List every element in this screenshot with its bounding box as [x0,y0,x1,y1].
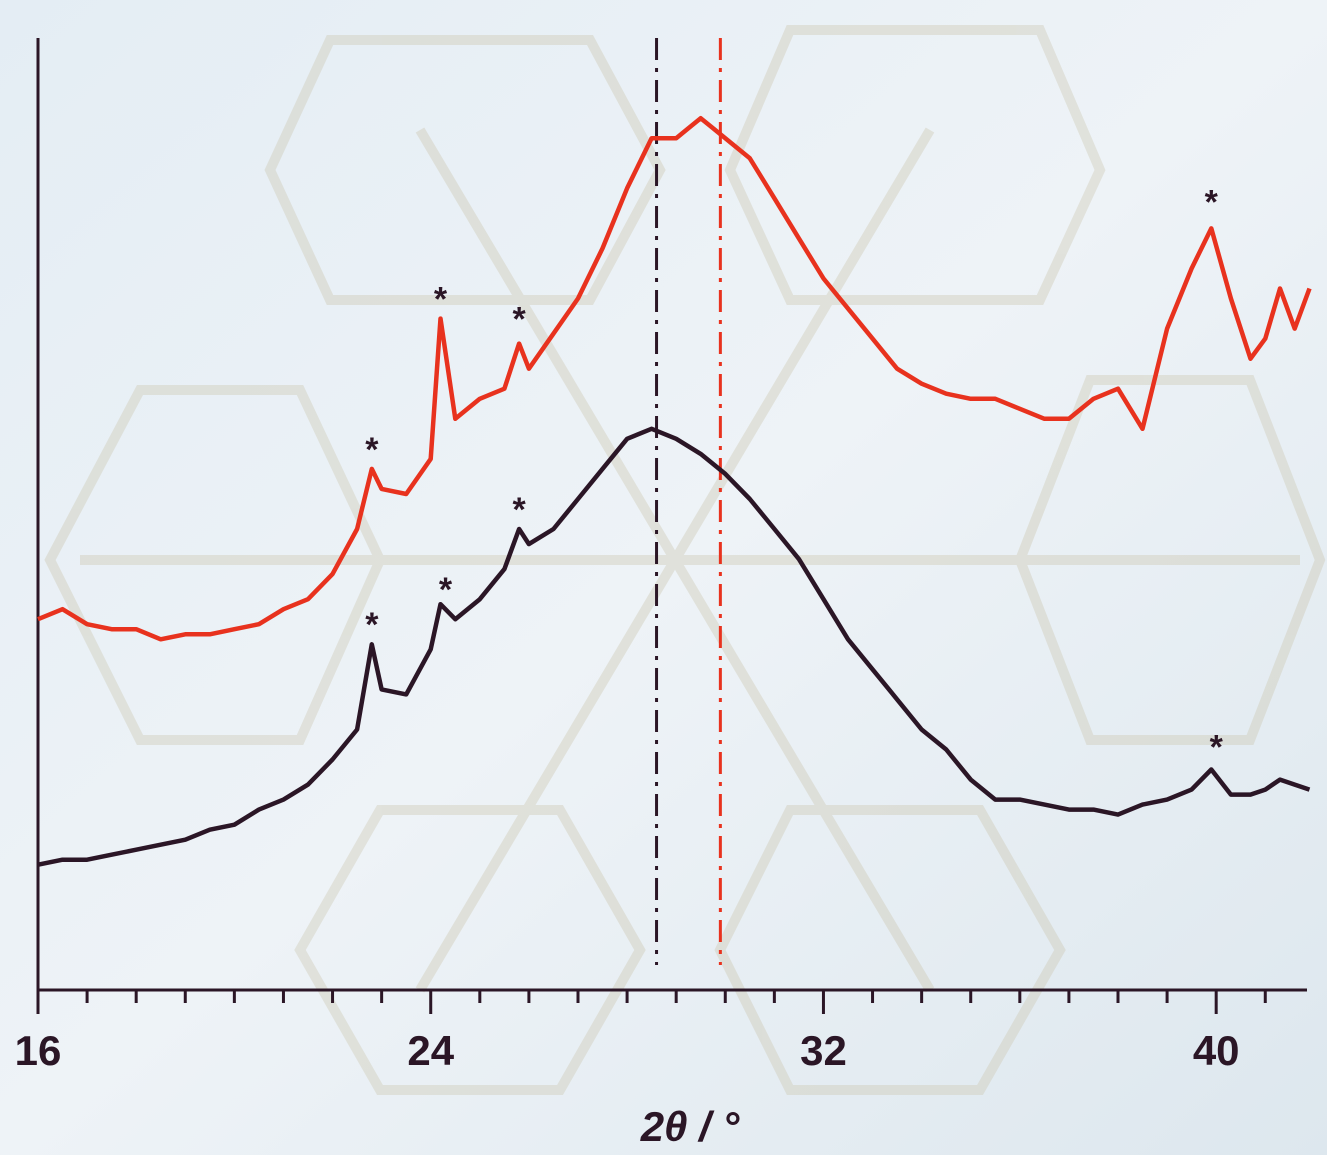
peak-marker: * [1205,183,1219,221]
peak-marker: * [365,431,379,469]
x-tick-label: 16 [15,1027,62,1074]
peak-marker: * [512,301,526,339]
x-tick-label: 24 [407,1027,454,1074]
peak-marker: * [512,491,526,529]
peak-marker: * [439,571,453,609]
peak-marker: * [365,606,379,644]
plot-area: 16 24 32 40 * * * * * * * * [15,38,1312,1074]
background-snowflake [44,25,1326,1095]
data-line [37,115,1312,642]
x-tick-label: 40 [1193,1027,1240,1074]
peak-marker: * [434,281,448,319]
x-axis-title: 2θ / ° [640,1103,741,1150]
data-line [37,426,1311,867]
peak-marker: * [1210,728,1224,766]
x-tick-label: 32 [800,1027,847,1074]
